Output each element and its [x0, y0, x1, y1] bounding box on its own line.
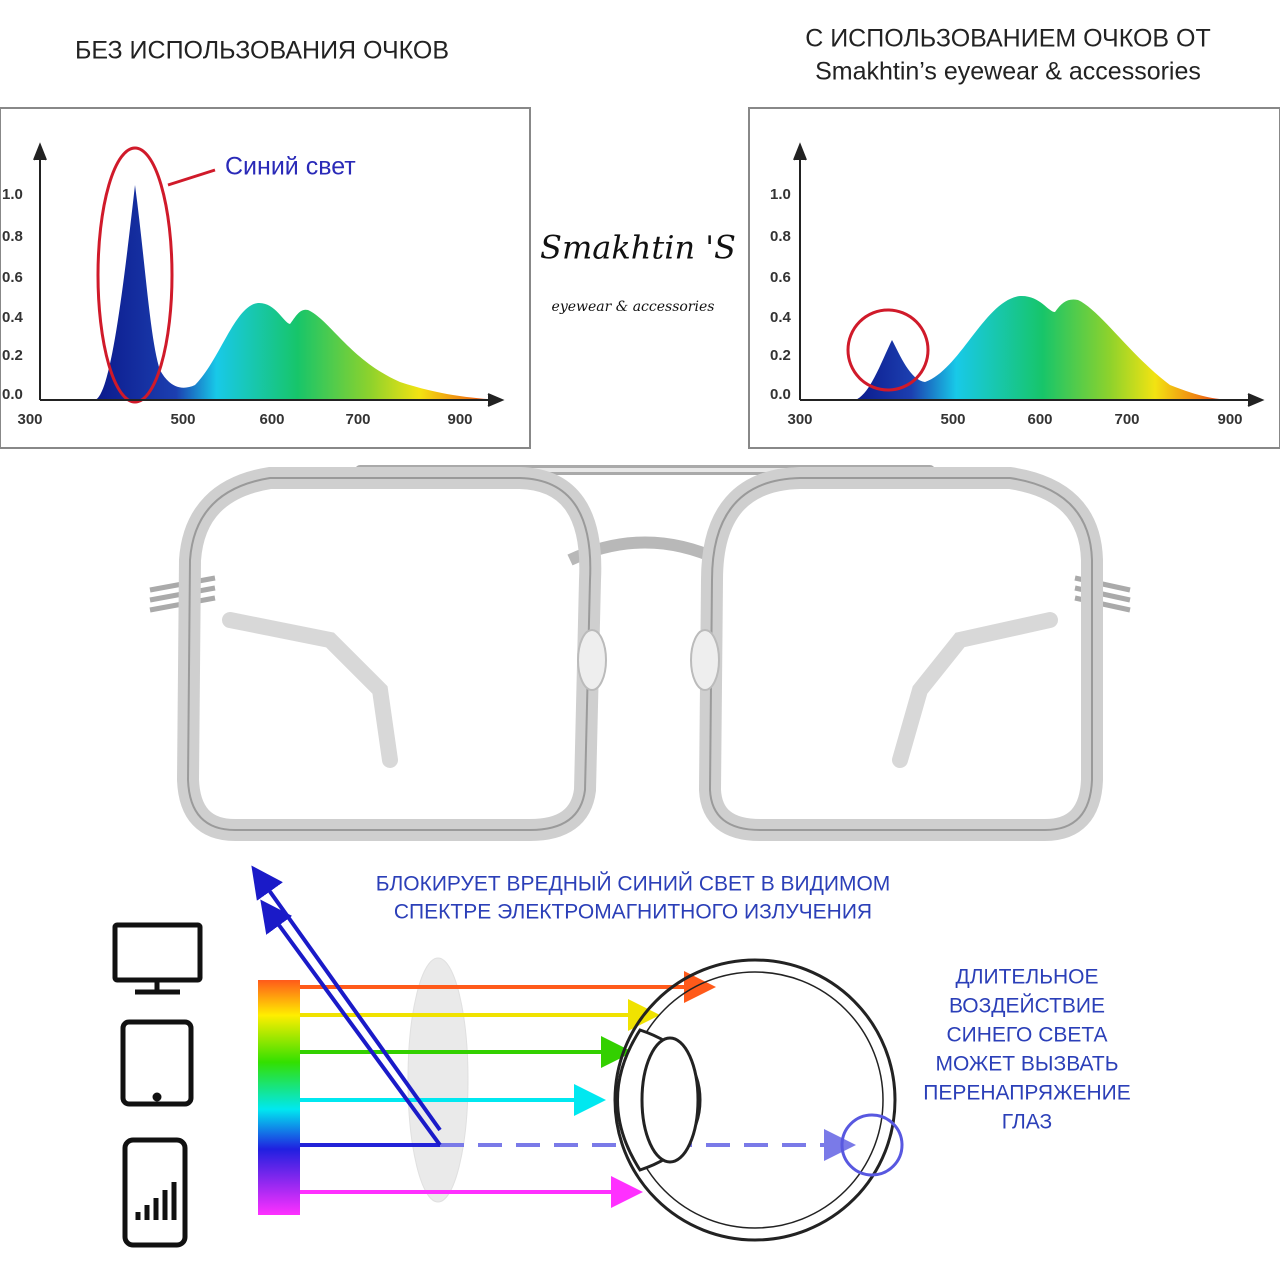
- y-tick-label: 1.0: [2, 186, 23, 203]
- x-tick-label: 900: [1217, 411, 1242, 428]
- spectrum-area: [855, 295, 1230, 400]
- y-tick-label: 0.6: [2, 269, 23, 286]
- y-tick-label: 0.2: [770, 347, 791, 364]
- highlight-ring: [846, 308, 930, 392]
- chart-annotation: Синий свет: [225, 153, 356, 181]
- x-axis: [40, 393, 505, 407]
- logo-name: Smakhtin 'S: [540, 229, 736, 267]
- axes: 0.0 0.2 0.4 0.6 0.8 1.0 300 500 600 700 900 0.0 0.2 0…: [2, 142, 1265, 428]
- callout-line: [167, 168, 216, 187]
- y-tick-label: 0.2: [2, 347, 23, 364]
- warning-line: ВОЗДЕЙСТВИЕ: [949, 994, 1105, 1018]
- warning-line: МОЖЕТ ВЫЗВАТЬ: [936, 1053, 1119, 1076]
- light-source: [258, 980, 300, 1215]
- y-tick-label: 0.0: [2, 386, 23, 403]
- x-tick-label: 600: [1027, 411, 1052, 428]
- right-heading: Smakhtin’s eyewear & accessories: [815, 58, 1201, 86]
- left-heading: БЕЗ ИСПОЛЬЗОВАНИЯ ОЧКОВ: [75, 37, 449, 65]
- eye: [613, 958, 904, 1242]
- x-tick-label: 600: [259, 411, 284, 428]
- y-tick-label: 0.6: [770, 269, 791, 286]
- y-axis: [793, 142, 807, 400]
- diagram-caption: СПЕКТРЕ ЭЛЕКТРОМАГНИТНОГО ИЗЛУЧЕНИЯ: [394, 901, 872, 924]
- y-tick-label: 1.0: [770, 186, 791, 203]
- x-tick-label: 900: [447, 411, 472, 428]
- right-heading: С ИСПОЛЬЗОВАНИЕМ ОЧКОВ ОТ: [805, 25, 1211, 53]
- warning-line: ДЛИТЕЛЬНОЕ: [955, 966, 1098, 989]
- y-tick-label: 0.4: [770, 309, 792, 326]
- x-tick-label: 300: [787, 411, 812, 428]
- y-tick-label: 0.8: [770, 228, 791, 245]
- warning-line: ПЕРЕНАПРЯЖЕНИЕ: [923, 1082, 1131, 1105]
- warning-line: СИНЕГО СВЕТА: [946, 1024, 1107, 1047]
- spectrum-area: [95, 185, 500, 400]
- x-tick-label: 500: [940, 411, 965, 428]
- warning-text: ДЛИТЕЛЬНОЕ ВОЗДЕЙСТВИЕ СИНЕГО СВЕТА МОЖЕТ В…: [923, 966, 1131, 1134]
- x-tick-label: 700: [1114, 411, 1139, 428]
- y-tick-label: 0.8: [2, 228, 23, 245]
- logo-tagline: eyewear & accessories: [552, 299, 715, 315]
- glasses: [149, 465, 1131, 841]
- y-tick-label: 0.4: [2, 309, 24, 326]
- x-tick-label: 700: [345, 411, 370, 428]
- highlight-ring: [96, 146, 174, 404]
- warning-line: ГЛАЗ: [1002, 1111, 1052, 1134]
- x-axis: [800, 393, 1265, 407]
- y-tick-label: 0.0: [770, 386, 791, 403]
- lens: [407, 957, 469, 1203]
- x-tick-label: 500: [170, 411, 195, 428]
- x-tick-label: 300: [17, 411, 42, 428]
- device-icons: [112, 922, 203, 1248]
- diagram-caption: БЛОКИРУЕТ ВРЕДНЫЙ СИНИЙ СВЕТ В ВИДИМОМ: [376, 872, 891, 896]
- y-axis: [33, 142, 47, 400]
